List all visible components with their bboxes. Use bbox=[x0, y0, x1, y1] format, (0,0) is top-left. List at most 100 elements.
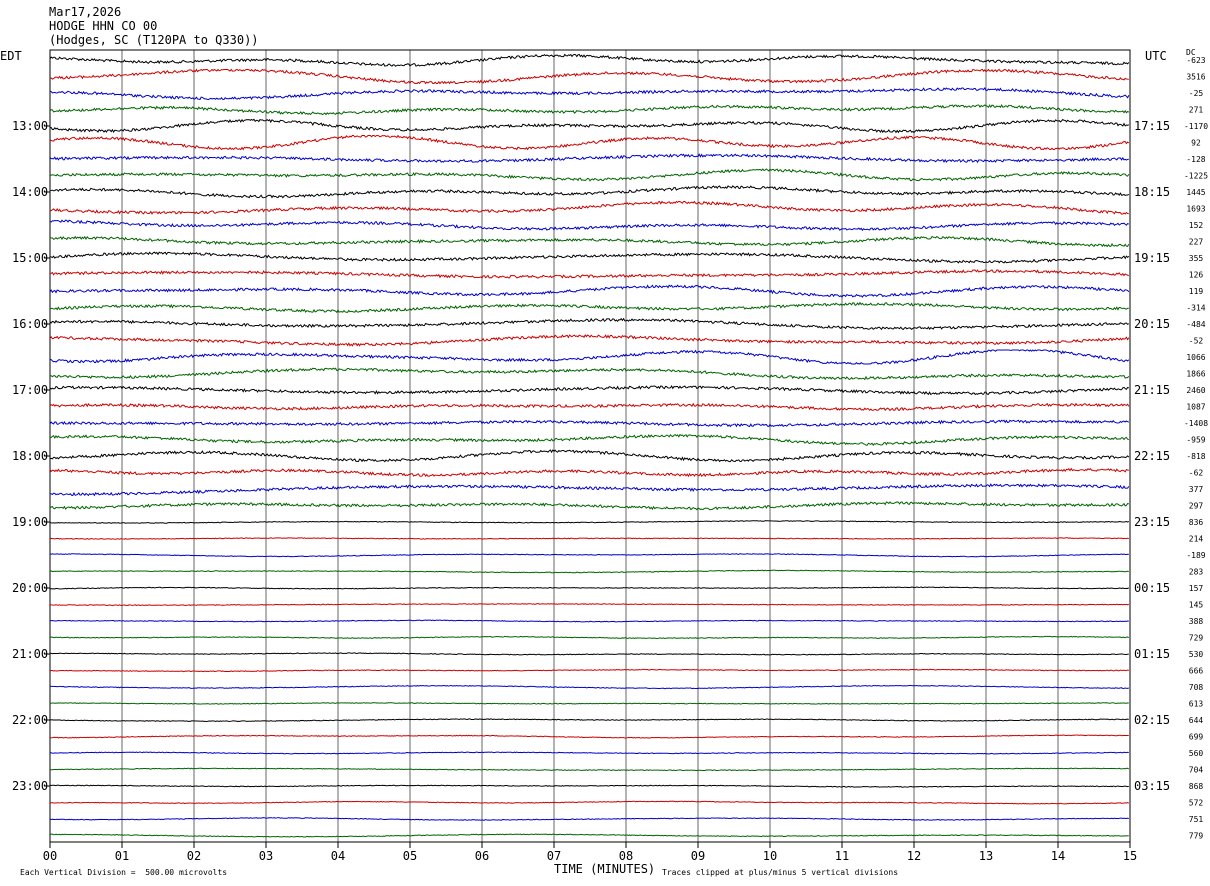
dc-offset-label: 157 bbox=[1189, 584, 1204, 593]
dc-offset-label: 836 bbox=[1189, 518, 1204, 527]
dc-offset-label: 283 bbox=[1189, 568, 1204, 577]
dc-offset-label: 355 bbox=[1189, 254, 1204, 263]
trace-line bbox=[49, 53, 1130, 67]
x-tick-label: 08 bbox=[619, 849, 633, 863]
dc-offset-label: 729 bbox=[1189, 634, 1204, 643]
x-axis-title: TIME (MINUTES) bbox=[554, 862, 656, 876]
dc-offset-label: 644 bbox=[1189, 716, 1204, 725]
dc-label: DC bbox=[1186, 48, 1196, 57]
dc-offset-label: 119 bbox=[1189, 287, 1204, 296]
x-tick-label: 03 bbox=[259, 849, 273, 863]
dc-offset-label: 1693 bbox=[1186, 205, 1205, 214]
trace-line bbox=[49, 817, 1130, 821]
dc-offset-label: 1087 bbox=[1186, 403, 1205, 412]
dc-offset-label: 92 bbox=[1191, 139, 1201, 148]
trace-line bbox=[49, 718, 1129, 723]
dc-offset-label: 152 bbox=[1189, 221, 1204, 230]
trace-line bbox=[49, 467, 1129, 478]
trace-line bbox=[49, 402, 1130, 412]
dc-offset-label: -1170 bbox=[1184, 122, 1208, 131]
left-hour-label: 13:00 bbox=[12, 119, 48, 133]
left-hour-label: 19:00 bbox=[12, 515, 48, 529]
trace-line bbox=[49, 87, 1130, 101]
trace-line bbox=[49, 200, 1129, 215]
trace-line bbox=[49, 134, 1130, 151]
trace-line bbox=[49, 483, 1130, 497]
dc-offset-label: 2460 bbox=[1186, 386, 1205, 395]
dc-offset-label: 868 bbox=[1189, 782, 1204, 791]
right-hour-label: 21:15 bbox=[1134, 383, 1170, 397]
trace-line bbox=[49, 767, 1130, 772]
seismic-traces bbox=[49, 53, 1130, 838]
right-hour-label: 03:15 bbox=[1134, 779, 1170, 793]
x-tick-label: 02 bbox=[187, 849, 201, 863]
trace-line bbox=[49, 419, 1129, 428]
x-tick-label: 07 bbox=[547, 849, 561, 863]
header-station: HODGE HHN CO 00 bbox=[49, 19, 158, 33]
left-hour-label: 21:00 bbox=[12, 647, 48, 661]
dc-offset-label: 1866 bbox=[1186, 370, 1205, 379]
left-hour-label: 22:00 bbox=[12, 713, 48, 727]
right-hour-label: 01:15 bbox=[1134, 647, 1170, 661]
right-hour-label: 00:15 bbox=[1134, 581, 1170, 595]
right-timezone-label: UTC bbox=[1145, 49, 1167, 63]
dc-offset-label: 572 bbox=[1189, 799, 1204, 808]
x-tick-label: 15 bbox=[1123, 849, 1137, 863]
dc-offset-label: 751 bbox=[1189, 815, 1204, 824]
trace-line bbox=[49, 553, 1129, 558]
trace-line bbox=[49, 800, 1130, 805]
dc-offset-label: -1408 bbox=[1184, 419, 1208, 428]
x-tick-label: 10 bbox=[763, 849, 777, 863]
x-tick-label: 12 bbox=[907, 849, 921, 863]
dc-offset-label: 126 bbox=[1189, 271, 1204, 280]
trace-line bbox=[50, 702, 1129, 705]
axis-labels: 00 01 02 03 04 05 06 07 08 09 10 11 12 13 14 15 -623 3516… bbox=[12, 56, 1208, 863]
plot-frame bbox=[49, 49, 1131, 843]
trace-line bbox=[49, 784, 1129, 788]
trace-line bbox=[49, 833, 1129, 838]
trace-line bbox=[49, 385, 1129, 396]
dc-offset-label: -959 bbox=[1186, 436, 1205, 445]
left-hour-label: 14:00 bbox=[12, 185, 48, 199]
trace-line bbox=[49, 603, 1130, 606]
dc-offset-label: 1445 bbox=[1186, 188, 1205, 197]
trace-line bbox=[49, 317, 1130, 331]
dc-offset-label: 708 bbox=[1189, 683, 1204, 692]
trace-line bbox=[49, 168, 1130, 182]
trace-line bbox=[49, 185, 1130, 199]
x-tick-label: 06 bbox=[475, 849, 489, 863]
header-date: Mar17,2026 bbox=[49, 5, 122, 19]
left-hour-label: 18:00 bbox=[12, 449, 48, 463]
trace-line bbox=[49, 569, 1129, 574]
trace-line bbox=[49, 349, 1130, 365]
minute-gridlines bbox=[49, 49, 1131, 848]
trace-line bbox=[49, 235, 1130, 248]
dc-offset-label: 560 bbox=[1189, 749, 1204, 758]
trace-line bbox=[49, 668, 1129, 673]
right-hour-label: 23:15 bbox=[1134, 515, 1170, 529]
scale-note: Each Vertical Division = 500.00 microvol… bbox=[20, 868, 228, 877]
trace-line bbox=[49, 219, 1129, 232]
trace-line bbox=[49, 118, 1130, 134]
x-tick-label: 14 bbox=[1051, 849, 1065, 863]
dc-offset-label: -623 bbox=[1186, 56, 1205, 65]
trace-line bbox=[49, 153, 1129, 164]
trace-line bbox=[49, 284, 1130, 298]
right-hour-label: 19:15 bbox=[1134, 251, 1170, 265]
dc-offset-label: 704 bbox=[1189, 766, 1204, 775]
dc-offset-label: 666 bbox=[1189, 667, 1204, 676]
dc-offset-label: -1225 bbox=[1184, 172, 1208, 181]
trace-line bbox=[49, 586, 1130, 590]
right-hour-label: 02:15 bbox=[1134, 713, 1170, 727]
dc-offset-label: 530 bbox=[1189, 650, 1204, 659]
trace-line bbox=[49, 537, 1129, 540]
left-timezone-label: EDT bbox=[0, 49, 22, 63]
x-tick-label: 05 bbox=[403, 849, 417, 863]
dc-offset-label: -818 bbox=[1186, 452, 1205, 461]
dc-offset-label: -484 bbox=[1186, 320, 1205, 329]
x-tick-label: 13 bbox=[979, 849, 993, 863]
trace-line bbox=[49, 652, 1129, 656]
x-tick-label: 11 bbox=[835, 849, 849, 863]
dc-offset-label: 779 bbox=[1189, 832, 1204, 841]
